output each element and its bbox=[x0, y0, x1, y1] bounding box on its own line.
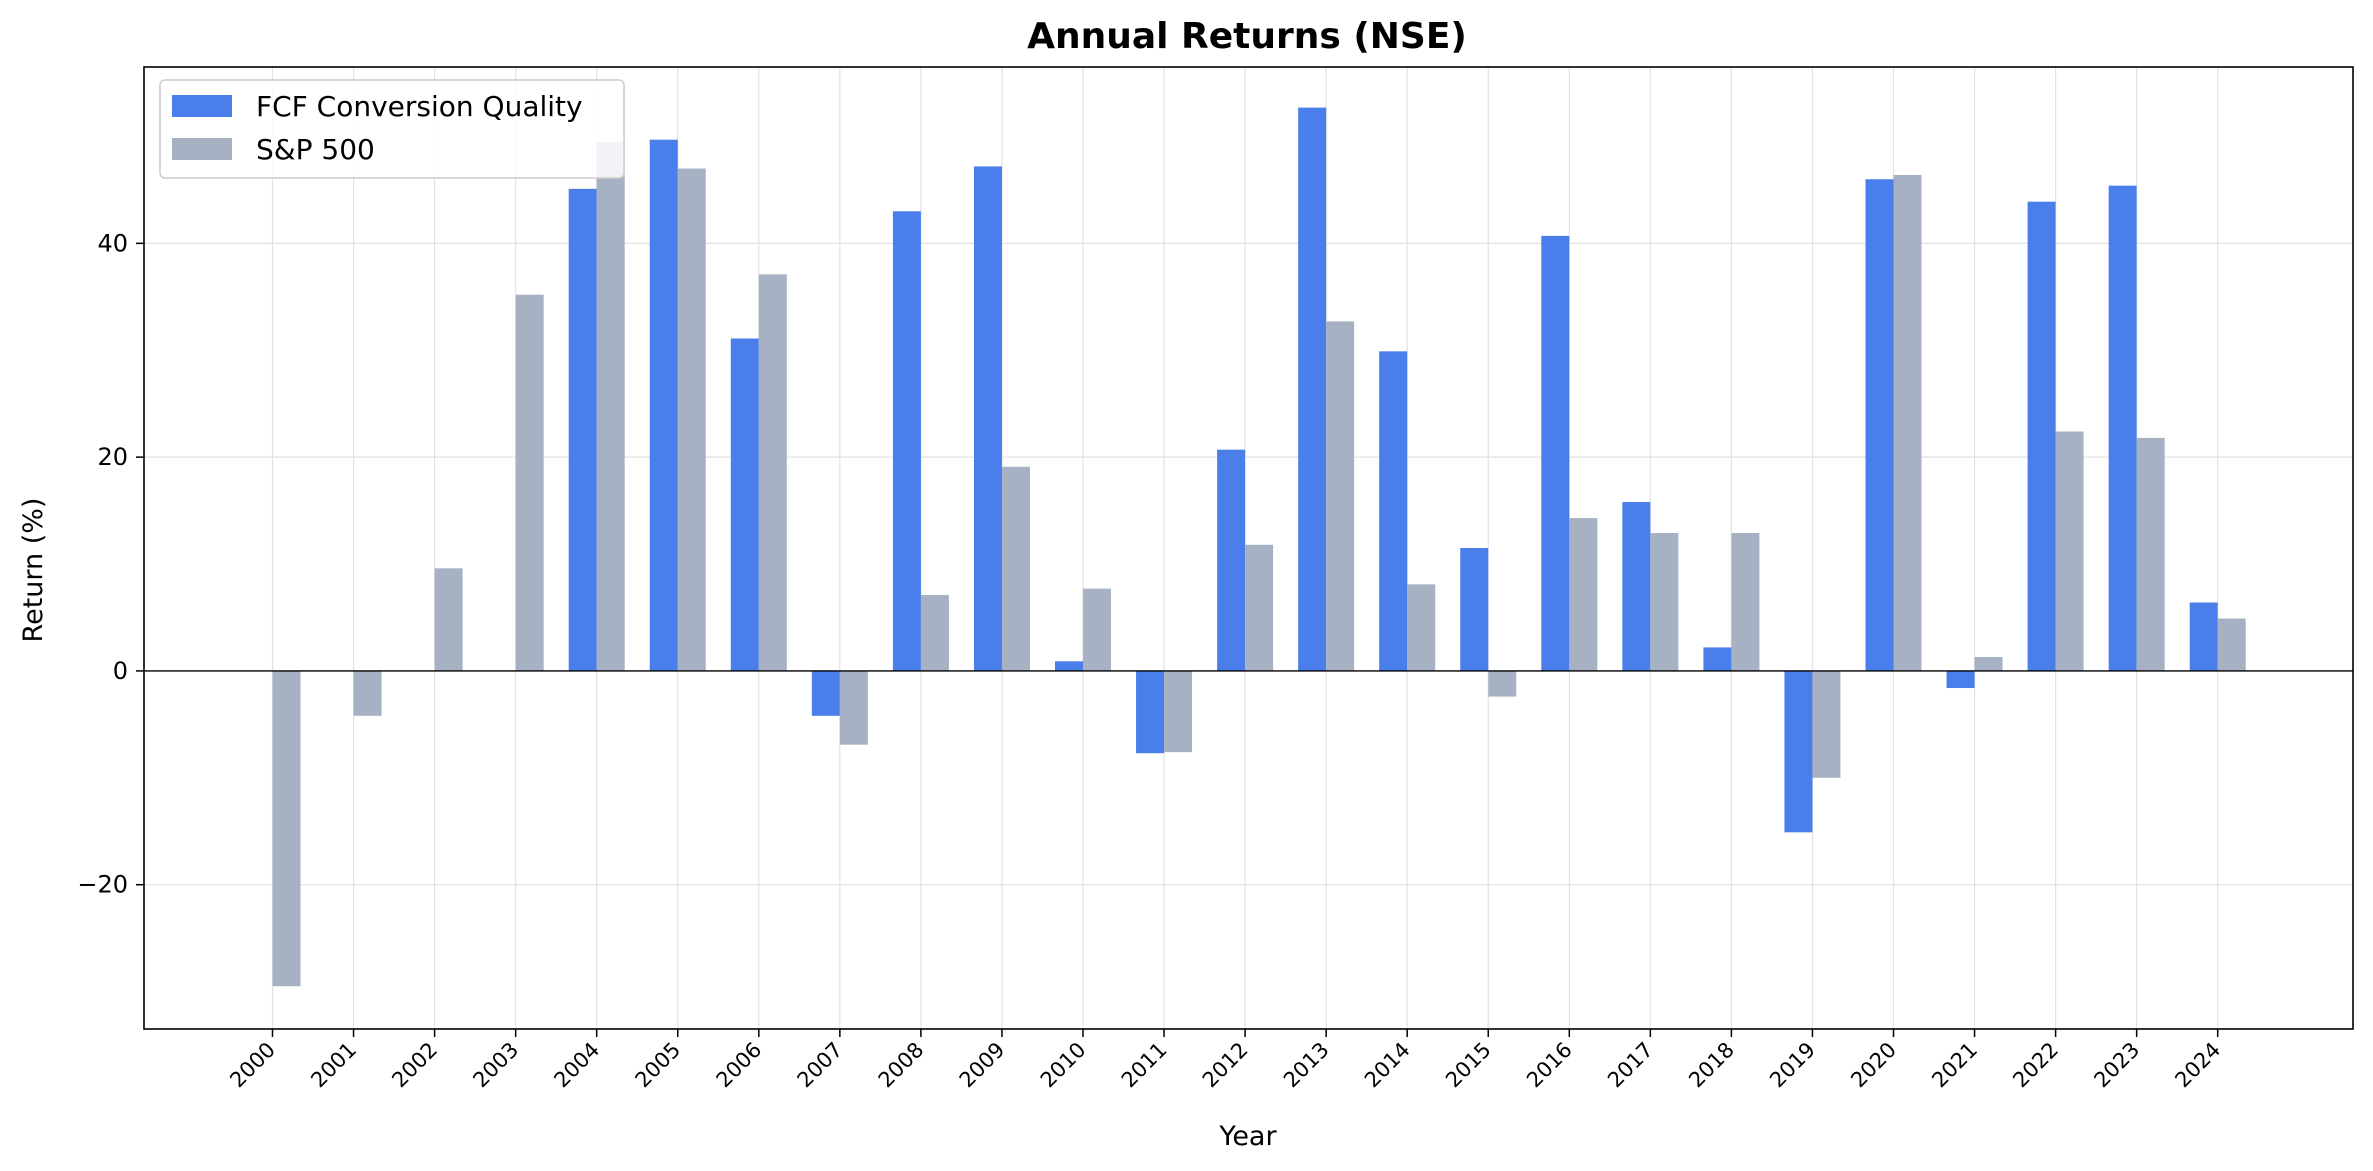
bar-fcf-2005 bbox=[649, 139, 678, 671]
x-tick-label-2008: 2008 bbox=[874, 1038, 929, 1093]
bar-sp500-2009 bbox=[1001, 466, 1030, 671]
bar-sp500-2018 bbox=[1731, 533, 1760, 671]
x-tick-label-2016: 2016 bbox=[1522, 1038, 1577, 1093]
x-tick-label-2000: 2000 bbox=[225, 1038, 280, 1093]
bar-fcf-2014 bbox=[1379, 351, 1408, 671]
legend-label-sp500: S&P 500 bbox=[256, 133, 375, 166]
bar-sp500-2014 bbox=[1407, 584, 1436, 671]
x-tick-label-2010: 2010 bbox=[1036, 1038, 1091, 1093]
bar-sp500-2024 bbox=[2217, 618, 2246, 671]
bar-sp500-2021 bbox=[1974, 657, 2003, 671]
bar-sp500-2013 bbox=[1326, 321, 1355, 671]
x-tick-label-2024: 2024 bbox=[2170, 1038, 2225, 1093]
legend-swatch-sp500 bbox=[172, 138, 232, 160]
x-tick-label-2017: 2017 bbox=[1603, 1038, 1658, 1093]
y-tick-label: 20 bbox=[97, 443, 128, 471]
x-axis-label: Year bbox=[1218, 1121, 1277, 1152]
bar-sp500-2011 bbox=[1164, 670, 1193, 753]
x-tick-label-2007: 2007 bbox=[793, 1038, 848, 1093]
bar-sp500-2010 bbox=[1083, 588, 1111, 671]
bars-layer bbox=[272, 107, 2246, 987]
bar-fcf-2020 bbox=[1865, 179, 1894, 671]
y-tick-label: −20 bbox=[77, 871, 128, 899]
bar-fcf-2015 bbox=[1460, 548, 1489, 671]
bar-sp500-2004 bbox=[596, 141, 625, 671]
bar-fcf-2016 bbox=[1541, 235, 1570, 671]
legend-box bbox=[159, 79, 625, 179]
bar-fcf-2008 bbox=[892, 211, 921, 671]
bar-sp500-2000 bbox=[272, 670, 301, 987]
x-tick-label-2014: 2014 bbox=[1360, 1038, 1415, 1093]
bar-fcf-2009 bbox=[973, 166, 1002, 671]
bar-fcf-2024 bbox=[2189, 602, 2218, 671]
bar-fcf-2010 bbox=[1055, 661, 1083, 671]
bar-sp500-2022 bbox=[2055, 431, 2084, 671]
plot-frame bbox=[143, 66, 2354, 1030]
bar-fcf-2013 bbox=[1298, 107, 1327, 671]
y-tick-label: 0 bbox=[113, 657, 128, 685]
x-tick-label-2019: 2019 bbox=[1765, 1038, 1820, 1093]
bar-fcf-2007 bbox=[811, 670, 840, 716]
bar-sp500-2001 bbox=[353, 670, 382, 716]
chart-title: Annual Returns (NSE) bbox=[1027, 16, 1467, 57]
bar-sp500-2016 bbox=[1569, 518, 1598, 671]
x-tick-label-2020: 2020 bbox=[1846, 1038, 1901, 1093]
bar-sp500-2019 bbox=[1812, 670, 1841, 778]
x-tick-label-2005: 2005 bbox=[631, 1038, 686, 1093]
x-tick-label-2023: 2023 bbox=[2089, 1038, 2144, 1093]
x-tick-label-2009: 2009 bbox=[955, 1038, 1010, 1093]
x-tick-label-2011: 2011 bbox=[1117, 1038, 1172, 1093]
x-tick-label-2006: 2006 bbox=[712, 1038, 767, 1093]
legend-label-fcf: FCF Conversion Quality bbox=[256, 90, 583, 123]
y-axis-label: Return (%) bbox=[18, 498, 49, 643]
legend: FCF Conversion Quality S&P 500 bbox=[159, 79, 625, 179]
x-tick-label-2012: 2012 bbox=[1198, 1038, 1253, 1093]
x-tick-label-2018: 2018 bbox=[1684, 1038, 1739, 1093]
bar-sp500-2023 bbox=[2136, 437, 2165, 671]
bar-fcf-2022 bbox=[2027, 201, 2056, 671]
x-tick-label-2015: 2015 bbox=[1441, 1038, 1496, 1093]
bar-fcf-2011 bbox=[1136, 670, 1165, 754]
bar-sp500-2003 bbox=[515, 294, 544, 671]
y-axis-ticks: −20 0 20 40 bbox=[77, 229, 144, 899]
x-tick-label-2002: 2002 bbox=[387, 1038, 442, 1093]
bar-sp500-2008 bbox=[920, 595, 949, 671]
x-tick-label-2021: 2021 bbox=[1927, 1038, 1982, 1093]
bar-sp500-2020 bbox=[1893, 174, 1922, 671]
x-axis-ticks: 2000 2001 2002 2003 2004 2005 2006 2007 2008 2009… bbox=[225, 1029, 2225, 1092]
x-tick-label-2003: 2003 bbox=[468, 1038, 523, 1093]
bar-fcf-2006 bbox=[730, 338, 759, 671]
bar-sp500-2017 bbox=[1650, 533, 1679, 671]
bar-fcf-2019 bbox=[1784, 670, 1813, 833]
x-tick-label-2013: 2013 bbox=[1279, 1038, 1334, 1093]
bar-fcf-2017 bbox=[1622, 502, 1651, 671]
x-tick-label-2001: 2001 bbox=[306, 1038, 361, 1093]
bar-sp500-2012 bbox=[1245, 544, 1274, 671]
bar-fcf-2018 bbox=[1703, 647, 1732, 671]
bar-sp500-2015 bbox=[1488, 670, 1517, 697]
bar-sp500-2002 bbox=[434, 568, 463, 671]
bar-sp500-2006 bbox=[758, 274, 787, 671]
x-tick-label-2022: 2022 bbox=[2008, 1038, 2063, 1093]
bar-fcf-2021 bbox=[1946, 670, 1975, 689]
bar-fcf-2004 bbox=[568, 188, 597, 671]
y-tick-label: 40 bbox=[97, 229, 128, 257]
bar-fcf-2023 bbox=[2108, 185, 2137, 671]
bar-sp500-2007 bbox=[839, 670, 868, 745]
bar-sp500-2005 bbox=[677, 168, 706, 671]
legend-swatch-fcf bbox=[172, 95, 232, 117]
bar-fcf-2012 bbox=[1217, 449, 1246, 671]
x-tick-label-2004: 2004 bbox=[549, 1038, 604, 1093]
